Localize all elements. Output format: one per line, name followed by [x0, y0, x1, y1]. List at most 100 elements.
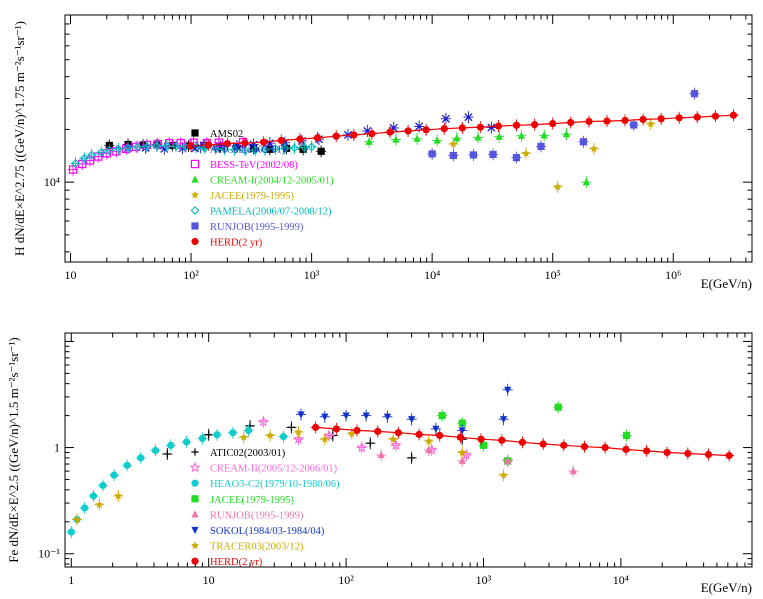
data-point [549, 119, 557, 128]
data-point [684, 449, 692, 458]
data-point [458, 419, 466, 427]
data-point [353, 426, 361, 435]
data-point [89, 492, 98, 500]
x-tick-label: 10⁶ [665, 268, 681, 282]
data-point [415, 430, 423, 439]
data-point [603, 117, 611, 125]
data-point [725, 452, 733, 460]
data-point [270, 144, 280, 154]
data-point [320, 434, 329, 443]
data-point [440, 125, 448, 133]
data-point [99, 481, 107, 490]
series-cream-ii-2005-12-2006-01- [257, 415, 514, 467]
series-cream-i-2004-12-2005-01- [364, 128, 592, 189]
data-point [71, 158, 80, 168]
data-point [317, 147, 325, 155]
data-point [290, 143, 299, 153]
data-point [569, 467, 577, 475]
data-point [458, 427, 466, 435]
plot-frame [64, 14, 753, 263]
series-jacee-1979-1995- [448, 117, 656, 193]
legend-marker [191, 557, 199, 565]
data-point [257, 416, 269, 427]
legend-marker [190, 159, 200, 169]
data-point [392, 135, 400, 143]
x-tick-label: 10 [65, 268, 77, 282]
data-point [292, 433, 304, 444]
data-point [366, 439, 374, 447]
series-heao3-c2-1979-10-1980-06- [66, 424, 289, 539]
data-point [81, 504, 89, 512]
data-point [518, 438, 527, 446]
data-point [142, 142, 152, 151]
legend-label: HERD(2 yr) [210, 238, 263, 249]
data-point [489, 150, 497, 159]
x-tick-label: 10 [203, 573, 215, 587]
y-tick-label: 10⁴ [44, 175, 60, 189]
data-point [153, 139, 163, 149]
data-point [211, 144, 221, 154]
data-point [241, 139, 249, 147]
data-point [297, 411, 305, 419]
data-point [104, 145, 114, 155]
data-point [230, 145, 240, 155]
data-point [425, 445, 433, 454]
legend-marker [191, 237, 199, 246]
data-point [67, 528, 75, 536]
data-point [622, 431, 631, 440]
data-point [476, 123, 484, 131]
legend-label: CREAM-II(2005/12-2006/01) [210, 464, 338, 475]
data-point [279, 432, 288, 441]
data-point [152, 141, 162, 151]
data-point [639, 115, 647, 124]
data-point [438, 412, 446, 420]
data-point [643, 447, 651, 455]
data-point [601, 443, 609, 452]
series-herd-2-yr- [186, 109, 739, 152]
x-axis: 10 10² 10³ 10⁴ 10⁵ 10⁶ [64, 15, 747, 282]
legend-label: HEAO3-C2(1979/10-1980/06) [210, 479, 340, 490]
legend-marker [190, 190, 200, 199]
data-point [404, 127, 412, 135]
data-point [621, 116, 629, 125]
data-point [114, 491, 123, 500]
data-point [350, 131, 358, 139]
data-point [198, 434, 206, 443]
data-point [521, 149, 531, 157]
data-point [68, 165, 78, 174]
legend-label: RUNJOB(1995-1999) [210, 222, 304, 233]
panel-2: 1 10 10² 10³ 10⁴ 10⁻¹ 1 E(GeV/n) Fe dN/dE×E^2.5 … [6, 332, 753, 595]
data-point [428, 150, 436, 158]
data-point [675, 114, 683, 122]
data-point [294, 427, 303, 436]
data-point [449, 151, 457, 160]
data-point [114, 144, 123, 154]
data-point [560, 441, 568, 449]
x-tick-label: 10⁵ [545, 268, 561, 282]
y-axis: 10⁻¹ 1 [38, 340, 752, 565]
legend-marker [191, 526, 199, 535]
legend-marker [191, 495, 199, 503]
legend-label: CREAM-I(2004/12-2005/01) [210, 176, 334, 187]
data-point [690, 90, 699, 98]
data-point [239, 432, 248, 441]
data-point [499, 470, 508, 479]
data-point [456, 433, 465, 441]
data-point [622, 445, 630, 454]
legend-label: SOKOL(1984/03-1984/04) [210, 526, 325, 537]
data-point [498, 436, 506, 444]
data-point [182, 438, 191, 446]
data-area [68, 87, 739, 193]
x-tick-label: 1 [68, 573, 74, 587]
data-point [277, 136, 285, 145]
legend-label: RUNJOB(1995-1999) [210, 510, 304, 521]
legend-label: AMS02 [210, 129, 243, 140]
legend-label: JACEE(1979-1995) [210, 191, 294, 202]
data-point [494, 122, 503, 130]
data-point [663, 448, 671, 457]
data-point [458, 456, 466, 464]
data-point [244, 426, 253, 435]
data-point [123, 461, 131, 469]
data-point [123, 143, 133, 153]
